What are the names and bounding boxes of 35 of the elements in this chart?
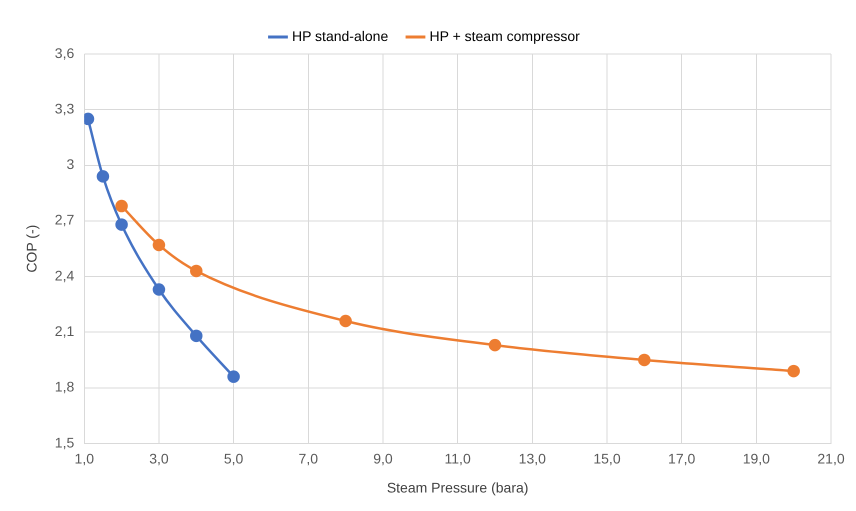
y-axis-title: COP (-)	[23, 224, 40, 273]
point	[339, 314, 352, 328]
point	[638, 354, 651, 366]
x-tick-label: 13,0	[518, 450, 546, 467]
x-tick-label: 9,0	[373, 450, 393, 467]
legend-label: HP stand-alone	[292, 28, 388, 44]
point	[152, 283, 166, 296]
x-tick-label: 15,0	[593, 450, 621, 467]
y-tick-label: 2,1	[54, 323, 74, 339]
y-tick-label: 3,6	[54, 44, 74, 61]
x-axis-title: Steam Pressure (bara)	[386, 479, 528, 496]
y-tick-label: 2,7	[54, 212, 74, 228]
point	[152, 238, 166, 252]
point	[787, 364, 800, 378]
y-tick-label: 1,5	[54, 434, 74, 450]
x-tick-label: 19,0	[742, 450, 770, 467]
y-tick-label: 1,8	[54, 378, 74, 395]
point	[96, 170, 110, 183]
x-tick-label: 5,0	[224, 450, 244, 467]
point	[488, 338, 502, 352]
point	[115, 218, 128, 231]
y-tick-label: 2,4	[54, 267, 74, 284]
y-tick-label: 3	[66, 156, 74, 172]
x-tick-label: 3,0	[149, 450, 169, 467]
point	[115, 200, 128, 212]
x-tick-label: 21,0	[817, 450, 845, 467]
legend-label: HP + steam compressor	[429, 28, 580, 44]
point	[190, 264, 203, 278]
point	[190, 330, 203, 342]
y-tick-label: 3,3	[54, 100, 74, 116]
point	[227, 370, 240, 383]
x-tick-label: 7,0	[298, 450, 318, 467]
x-tick-label: 11,0	[444, 450, 471, 467]
x-tick-label: 17,0	[668, 450, 696, 467]
x-tick-label: 1,0	[74, 450, 94, 467]
